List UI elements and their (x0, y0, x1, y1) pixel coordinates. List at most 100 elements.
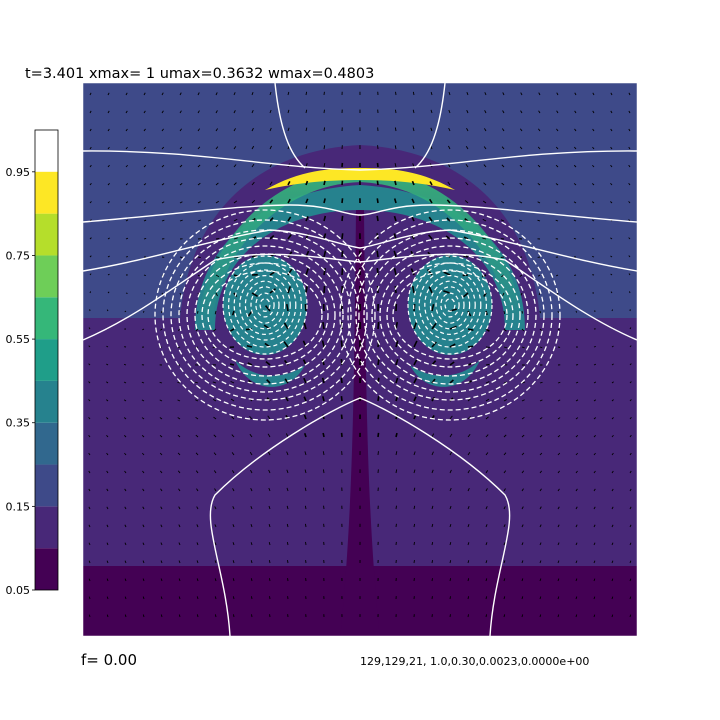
velocity-arrow (556, 110, 559, 114)
velocity-arrow (395, 396, 399, 402)
velocity-arrow (323, 145, 326, 150)
velocity-arrow (591, 201, 595, 204)
velocity-arrow (161, 128, 164, 132)
velocity-arrow (159, 417, 163, 420)
velocity-arrow (177, 417, 181, 420)
velocity-arrow (538, 92, 541, 96)
velocity-arrow (321, 377, 325, 384)
velocity-arrow (521, 310, 523, 314)
velocity-arrow (575, 560, 578, 564)
streamline-positive (83, 150, 637, 171)
velocity-arrow (539, 506, 542, 510)
velocity-arrow (575, 328, 578, 331)
velocity-arrow (447, 163, 451, 168)
velocity-arrow (179, 256, 183, 258)
velocity-arrow (485, 452, 489, 456)
velocity-arrow (286, 469, 289, 474)
velocity-arrow (503, 578, 506, 582)
velocity-arrow (287, 181, 291, 186)
velocity-arrow (142, 578, 145, 582)
colorbar-tick-label: 0.05 (6, 584, 31, 597)
velocity-arrow (303, 377, 307, 384)
velocity-arrow (629, 524, 632, 528)
velocity-arrow (539, 614, 542, 618)
streamline-negative (178, 237, 352, 393)
velocity-arrow (305, 91, 308, 96)
velocity-arrow (593, 596, 596, 600)
velocity-arrow (448, 109, 451, 114)
velocity-arrow (305, 285, 308, 294)
colorbar-band (35, 380, 58, 423)
velocity-arrow (178, 578, 181, 582)
velocity-arrow (593, 578, 596, 582)
velocity-arrow (503, 452, 507, 456)
velocity-arrow (107, 164, 110, 168)
velocity-arrow (629, 560, 632, 564)
velocity-arrow (393, 250, 397, 258)
streamline-negative (363, 237, 537, 393)
velocity-arrow (179, 128, 182, 132)
velocity-arrow (197, 201, 201, 204)
velocity-arrow (431, 578, 433, 582)
velocity-arrow (413, 303, 416, 312)
velocity-arrow (305, 216, 309, 222)
velocity-arrow (395, 505, 397, 510)
velocity-arrow (250, 578, 253, 582)
velocity-arrow (287, 234, 292, 240)
velocity-arrow (610, 146, 613, 150)
velocity-arrow (485, 506, 488, 510)
velocity-arrow (574, 146, 577, 150)
velocity-arrow (467, 614, 469, 618)
velocity-arrow (555, 219, 559, 222)
velocity-arrow (557, 524, 560, 528)
velocity-arrow (143, 274, 146, 277)
velocity-arrow (251, 92, 254, 96)
velocity-arrow (267, 433, 271, 438)
velocity-arrow (376, 198, 379, 204)
velocity-arrow (268, 487, 271, 492)
velocity-arrow (449, 596, 451, 600)
velocity-arrow (431, 469, 434, 474)
velocity-arrow (143, 164, 147, 168)
velocity-arrow (393, 215, 397, 222)
velocity-arrow (467, 596, 470, 600)
velocity-arrow (305, 180, 309, 186)
velocity-arrow (503, 560, 506, 564)
velocity-arrow (195, 434, 199, 438)
velocity-arrow (593, 381, 597, 384)
velocity-arrow (161, 201, 165, 204)
velocity-arrow (251, 614, 253, 618)
velocity-arrow (268, 505, 271, 510)
velocity-arrow (106, 578, 109, 582)
velocity-arrow (161, 146, 165, 150)
velocity-arrow (106, 345, 109, 348)
velocity-arrow (427, 234, 433, 240)
velocity-arrow (610, 237, 613, 240)
velocity-arrow (215, 164, 219, 168)
velocity-arrow (503, 434, 507, 438)
velocity-arrow (106, 417, 109, 420)
velocity-arrow (484, 128, 487, 132)
velocity-arrow (305, 145, 308, 150)
velocity-arrow (593, 434, 596, 438)
velocity-arrow (143, 92, 146, 96)
velocity-arrow (341, 215, 344, 222)
velocity-arrow (107, 201, 110, 204)
velocity-arrow (448, 127, 451, 132)
velocity-arrow (467, 469, 470, 474)
velocity-arrow (628, 110, 631, 114)
velocity-arrow (629, 327, 632, 330)
velocity-arrow (142, 470, 145, 474)
velocity-arrow (247, 362, 253, 366)
velocity-arrow (141, 452, 145, 456)
velocity-arrow (501, 274, 505, 278)
velocity-arrow (501, 164, 505, 168)
velocity-arrow (340, 340, 343, 348)
velocity-arrow (178, 596, 181, 600)
velocity-arrow (304, 523, 307, 528)
velocity-arrow (628, 92, 631, 96)
velocity-arrow (521, 614, 524, 618)
velocity-arrow (286, 487, 289, 492)
velocity-arrow (322, 451, 325, 456)
